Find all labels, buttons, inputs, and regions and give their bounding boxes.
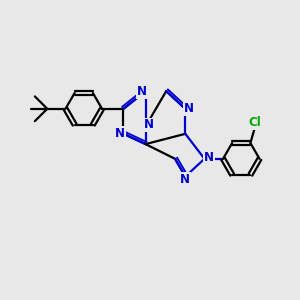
Text: Cl: Cl	[248, 116, 261, 129]
Text: N: N	[204, 151, 214, 164]
Text: N: N	[144, 118, 154, 131]
Text: N: N	[115, 127, 125, 140]
Text: N: N	[180, 173, 190, 186]
Text: N: N	[137, 85, 147, 98]
Text: N: N	[184, 102, 194, 115]
